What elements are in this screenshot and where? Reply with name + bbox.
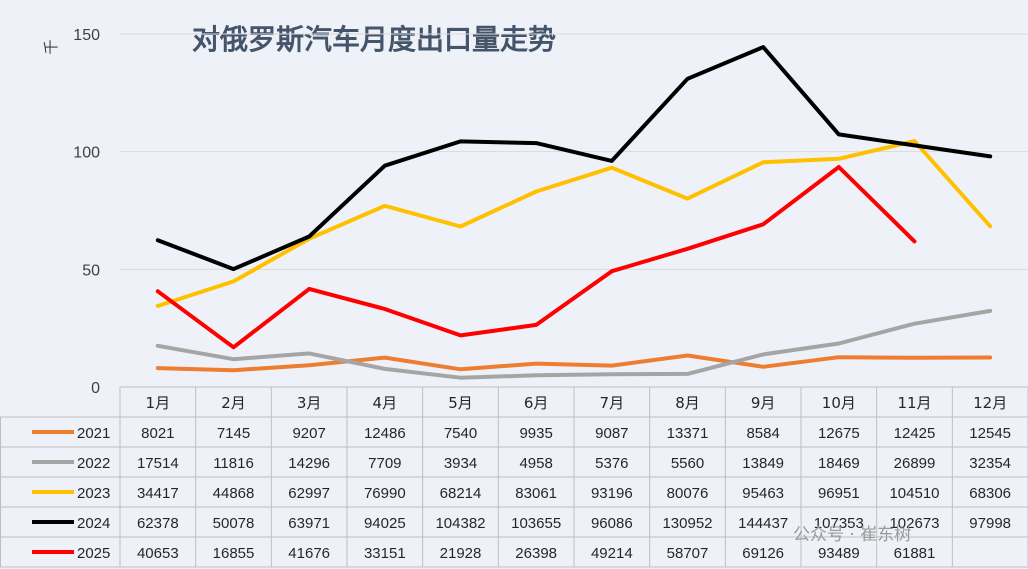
table-cell: 61881 [894, 545, 936, 562]
y-axis-ticks: 0 50 100 150 [73, 27, 100, 397]
category-label: 7月 [600, 394, 625, 412]
table-cell: 49214 [591, 545, 633, 562]
table-cell: 14296 [288, 455, 330, 472]
table-cell: 12675 [818, 425, 860, 442]
table-cell: 68306 [969, 485, 1011, 502]
table-cell: 97998 [969, 515, 1011, 532]
series-line-2023 [155, 139, 993, 308]
table-cell: 12545 [969, 425, 1011, 442]
category-label: 11月 [897, 394, 931, 412]
table-cell: 8021 [141, 425, 174, 442]
table-cell: 102673 [889, 515, 939, 532]
category-label: 9月 [751, 394, 776, 412]
table-cell: 18469 [818, 455, 860, 472]
y-tick-label: 0 [91, 380, 100, 397]
table-cell: 7709 [368, 455, 401, 472]
table-cell: 144437 [738, 515, 788, 532]
data-table: 1月 2月 3月 4月 5月 6月 7月 8月 9月 10月 11月 12月 2021 8021 7145 9… [0, 386, 1028, 568]
table-cell: 58707 [667, 545, 709, 562]
series-line-2025 [155, 165, 917, 350]
legend-label: 2023 [77, 485, 110, 502]
table-cell: 26899 [894, 455, 936, 472]
chart-title: 对俄罗斯汽车月度出口量走势 [192, 23, 556, 56]
table-cell: 94025 [364, 515, 406, 532]
series-line-2021 [155, 353, 993, 373]
category-label: 10月 [822, 394, 856, 412]
category-label: 6月 [524, 394, 549, 412]
table-cell: 16855 [213, 545, 255, 562]
category-label: 8月 [675, 394, 700, 412]
table-cell: 104382 [435, 515, 485, 532]
legend-label: 2024 [77, 515, 110, 532]
table-cell: 17514 [137, 455, 179, 472]
table-cell: 34417 [137, 485, 179, 502]
legend-label: 2021 [77, 425, 110, 442]
category-label: 4月 [373, 394, 398, 412]
y-tick-label: 100 [73, 145, 100, 162]
table-cell: 62378 [137, 515, 179, 532]
table-cell: 11816 [213, 455, 254, 472]
category-label: 12月 [973, 394, 1007, 412]
legend-label: 2025 [77, 545, 110, 562]
table-cell: 5560 [671, 455, 704, 472]
category-label: 1月 [146, 394, 171, 412]
table-cell: 69126 [742, 545, 784, 562]
table-cell: 41676 [288, 545, 330, 562]
table-cell: 103655 [511, 515, 561, 532]
legend-label: 2022 [77, 455, 110, 472]
category-label: 2月 [221, 394, 246, 412]
table-cell: 93196 [591, 485, 633, 502]
table-cell: 4958 [519, 455, 552, 472]
category-label: 5月 [448, 394, 473, 412]
table-cell: 3934 [444, 455, 477, 472]
table-cell: 76990 [364, 485, 406, 502]
table-cell: 62997 [288, 485, 330, 502]
table-cell: 95463 [742, 485, 784, 502]
table-cell: 83061 [515, 485, 557, 502]
table-cell: 13849 [742, 455, 784, 472]
table-cell: 93489 [818, 545, 860, 562]
table-cell: 63971 [288, 515, 330, 532]
series-line-2022 [155, 308, 993, 380]
table-cell: 12486 [364, 425, 406, 442]
y-tick-label: 50 [82, 262, 100, 279]
table-cell: 32354 [969, 455, 1011, 472]
category-label: 3月 [297, 394, 322, 412]
table-cell: 40653 [137, 545, 179, 562]
table-cell: 21928 [440, 545, 482, 562]
table-cell: 8584 [746, 425, 779, 442]
table-cell: 7145 [217, 425, 250, 442]
table-cell: 107353 [814, 515, 864, 532]
table-cell: 80076 [667, 485, 709, 502]
table-cell: 50078 [213, 515, 255, 532]
table-cell: 5376 [595, 455, 628, 472]
table-cell: 96086 [591, 515, 633, 532]
y-axis-label: 千 [42, 39, 60, 54]
table-cell: 33151 [364, 545, 406, 562]
table-cell: 7540 [444, 425, 477, 442]
table-cell: 44868 [213, 485, 255, 502]
table-cell: 26398 [515, 545, 557, 562]
table-cell: 9087 [595, 425, 628, 442]
series-line-2024 [155, 45, 993, 272]
watermark: 公众号 · 崔东树 [793, 525, 911, 545]
table-cell: 9935 [519, 425, 552, 442]
table-cell: 68214 [440, 485, 482, 502]
table-cell: 104510 [889, 485, 939, 502]
table-cell: 12425 [894, 425, 936, 442]
table-cell: 96951 [818, 485, 860, 502]
table-cell: 9207 [292, 425, 325, 442]
table-cell: 13371 [667, 425, 709, 442]
y-tick-label: 150 [73, 27, 100, 44]
series-lines [155, 45, 993, 380]
table-cell: 130952 [662, 515, 712, 532]
